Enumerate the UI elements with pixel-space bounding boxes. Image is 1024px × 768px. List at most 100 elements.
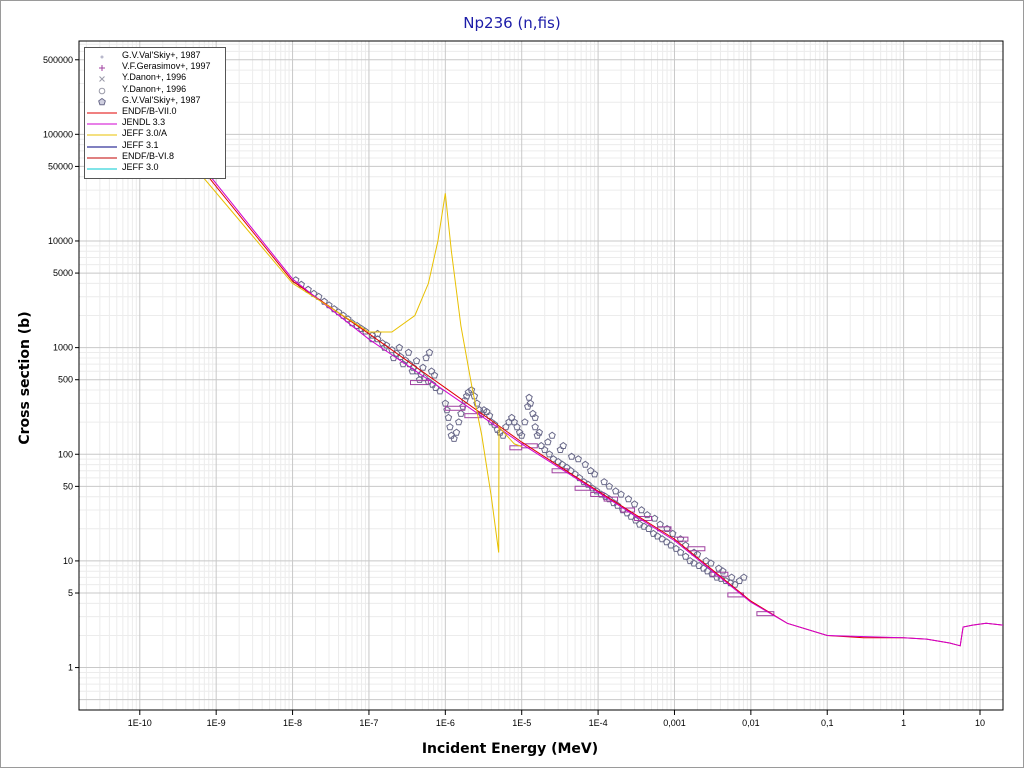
data-point xyxy=(412,356,421,365)
group-bin xyxy=(687,546,706,552)
group-bin xyxy=(620,507,636,513)
group-bin xyxy=(551,468,569,474)
data-point xyxy=(631,516,640,524)
data-point xyxy=(515,428,524,436)
data-point xyxy=(396,352,405,360)
data-point xyxy=(419,363,427,371)
data-point xyxy=(681,552,690,560)
data-point xyxy=(635,520,644,528)
data-point xyxy=(590,470,599,478)
data-point xyxy=(353,321,361,329)
major-grid xyxy=(79,41,1003,710)
series-line xyxy=(139,87,1003,647)
legend-marker xyxy=(100,55,104,59)
data-point xyxy=(613,501,622,509)
x-tick-label: 0,01 xyxy=(742,718,760,728)
group-bin xyxy=(409,380,429,386)
y-tick-label: 50 xyxy=(63,481,73,491)
data-point xyxy=(702,556,710,565)
data-point xyxy=(409,363,417,371)
x-axis-label: Incident Energy (MeV) xyxy=(421,741,599,757)
data-point xyxy=(422,354,430,362)
x-tick-label: 0,1 xyxy=(821,718,834,728)
data-layer xyxy=(139,87,1003,647)
data-point xyxy=(637,506,646,514)
group-bin xyxy=(756,611,775,617)
data-point xyxy=(415,375,424,383)
data-point xyxy=(556,445,564,453)
data-point xyxy=(395,343,404,351)
data-point xyxy=(535,428,543,436)
legend-label: ENDF/B-VI.8 xyxy=(122,150,175,161)
y-tick-label: 5000 xyxy=(53,268,73,278)
legend-entry: ENDF/B-VII.0 xyxy=(85,106,225,118)
data-point xyxy=(455,418,463,426)
y-tick-label: 100000 xyxy=(43,129,73,139)
data-point xyxy=(707,559,715,567)
data-point xyxy=(686,556,694,565)
x-tick-label: 1E-7 xyxy=(359,718,378,728)
legend-label: ENDF/B-VII.0 xyxy=(122,106,177,116)
legend-entry: V.F.Gerasimov+, 1997 xyxy=(85,61,225,73)
legend-marker xyxy=(99,76,105,83)
legend-symbol xyxy=(87,112,117,114)
data-point xyxy=(690,559,698,567)
data-point xyxy=(667,541,675,549)
data-point xyxy=(727,573,736,581)
data-point xyxy=(541,445,549,453)
x-tick-label: 1E-10 xyxy=(128,718,152,728)
data-point xyxy=(663,524,671,532)
y-tick-label: 5 xyxy=(68,588,73,598)
data-point xyxy=(549,455,558,463)
data-point xyxy=(699,564,708,572)
data-point xyxy=(464,388,473,396)
data-point xyxy=(612,487,620,495)
data-point xyxy=(740,573,748,581)
data-point xyxy=(452,428,461,436)
data-point xyxy=(446,423,454,431)
legend-marker xyxy=(98,97,106,106)
y-tick-label: 500000 xyxy=(43,55,73,65)
data-point xyxy=(650,514,659,522)
data-point xyxy=(558,460,566,468)
data-point xyxy=(653,532,662,540)
legend: G.V.Val'Skiy+, 1987 V.F.Gerasimov+, 1997 Y… xyxy=(84,47,226,179)
y-tick-label: 1 xyxy=(68,663,73,673)
legend-marker xyxy=(99,65,105,72)
data-point xyxy=(531,423,539,431)
data-point xyxy=(521,418,529,426)
group-bin xyxy=(521,443,538,449)
x-tick-label: 1E-4 xyxy=(589,718,608,728)
legend-symbol xyxy=(98,87,106,94)
x-tick-label: 1 xyxy=(901,718,906,728)
data-point xyxy=(676,535,685,543)
series-line xyxy=(139,101,522,553)
legend-label: V.F.Gerasimov+, 1997 xyxy=(122,61,211,72)
data-point xyxy=(292,276,300,284)
data-point xyxy=(502,423,510,431)
y-tick-label: 10 xyxy=(63,556,73,566)
data-point xyxy=(717,574,725,582)
y-tick-label: 50000 xyxy=(48,161,73,171)
legend-symbol xyxy=(100,55,104,59)
data-point xyxy=(719,567,727,575)
data-point xyxy=(600,478,608,486)
data-point xyxy=(662,538,671,546)
data-point xyxy=(563,463,571,471)
legend-symbol xyxy=(98,97,106,106)
legend-entry: JEFF 3.0/A xyxy=(85,128,225,140)
legend-label: G.V.Val'Skiy+, 1987 xyxy=(122,50,201,60)
data-point xyxy=(548,431,556,439)
data-point xyxy=(425,348,434,356)
legend-entry: G.V.Val'Skiy+, 1987 xyxy=(85,50,225,62)
data-point xyxy=(545,450,554,458)
legend-entry: JEFF 3.0 xyxy=(85,162,225,174)
data-point xyxy=(658,535,666,543)
data-point xyxy=(518,431,526,439)
legend-label: G.V.Val'Skiy+, 1987 xyxy=(122,94,201,105)
x-tick-label: 1E-9 xyxy=(207,718,226,728)
data-point xyxy=(513,423,521,431)
x-tick-label: 1E-6 xyxy=(436,718,455,728)
data-point xyxy=(586,466,595,474)
